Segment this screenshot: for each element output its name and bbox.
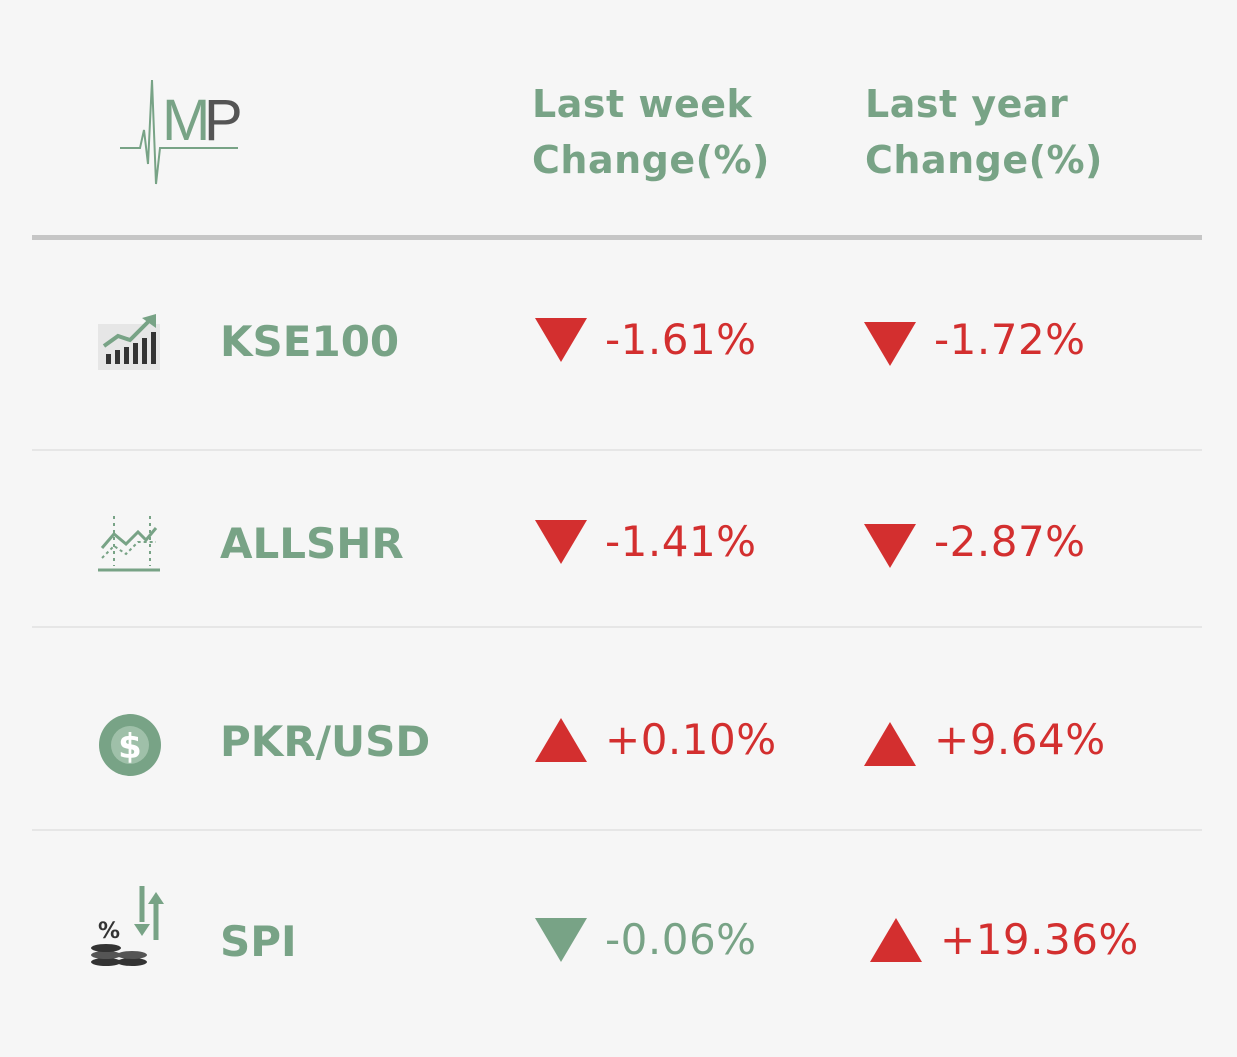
row-divider — [32, 449, 1202, 451]
amp-logo-icon: M P — [120, 79, 240, 185]
down-triangle-icon — [535, 520, 587, 564]
header-last-year-line2: Change(%) — [865, 138, 1103, 182]
header-last-year: Last year Change(%) — [865, 76, 1103, 188]
table-row-pkr-usd: $ PKR/USD +0.10% +9.64% — [0, 700, 1237, 780]
up-triangle-icon — [535, 718, 587, 762]
year-change-value: +9.64% — [934, 715, 1106, 764]
svg-text:$: $ — [118, 727, 142, 767]
inflation-coins-icon: % — [91, 886, 164, 966]
bar-chart-growth-icon — [98, 314, 160, 370]
table-row-allshr: ALLSHR -1.41% -2.87% — [0, 502, 1237, 582]
svg-text:%: % — [98, 919, 120, 944]
down-triangle-icon — [864, 524, 916, 568]
header-last-year-line1: Last year — [865, 82, 1069, 126]
year-change-value: -2.87% — [934, 517, 1086, 566]
line-chart-icon — [98, 516, 160, 572]
table-row-kse100: KSE100 -1.61% -1.72% — [0, 300, 1237, 380]
row-divider — [32, 626, 1202, 628]
dollar-coin-icon: $ — [99, 714, 161, 776]
down-triangle-icon — [864, 322, 916, 366]
week-change-value: -1.61% — [605, 315, 757, 364]
row-name: SPI — [220, 917, 297, 966]
week-change-value: +0.10% — [605, 715, 777, 764]
down-triangle-icon — [535, 918, 587, 962]
row-name: PKR/USD — [220, 717, 431, 766]
up-triangle-icon — [870, 918, 922, 962]
header-last-week-line2: Change(%) — [532, 138, 770, 182]
week-change-value: -0.06% — [605, 915, 757, 964]
row-name: KSE100 — [220, 317, 400, 366]
header-last-week-line1: Last week — [532, 82, 753, 126]
year-change-value: +19.36% — [940, 915, 1139, 964]
row-divider — [32, 829, 1202, 831]
down-triangle-icon — [535, 318, 587, 362]
week-change-value: -1.41% — [605, 517, 757, 566]
header-last-week: Last week Change(%) — [532, 76, 770, 188]
svg-text:M: M — [162, 88, 210, 153]
year-change-value: -1.72% — [934, 315, 1086, 364]
up-triangle-icon — [864, 722, 916, 766]
svg-text:P: P — [204, 88, 240, 153]
table-row-spi: % SPI -0.06% +19.36% — [0, 886, 1237, 980]
header-divider — [32, 235, 1202, 240]
row-name: ALLSHR — [220, 519, 404, 568]
